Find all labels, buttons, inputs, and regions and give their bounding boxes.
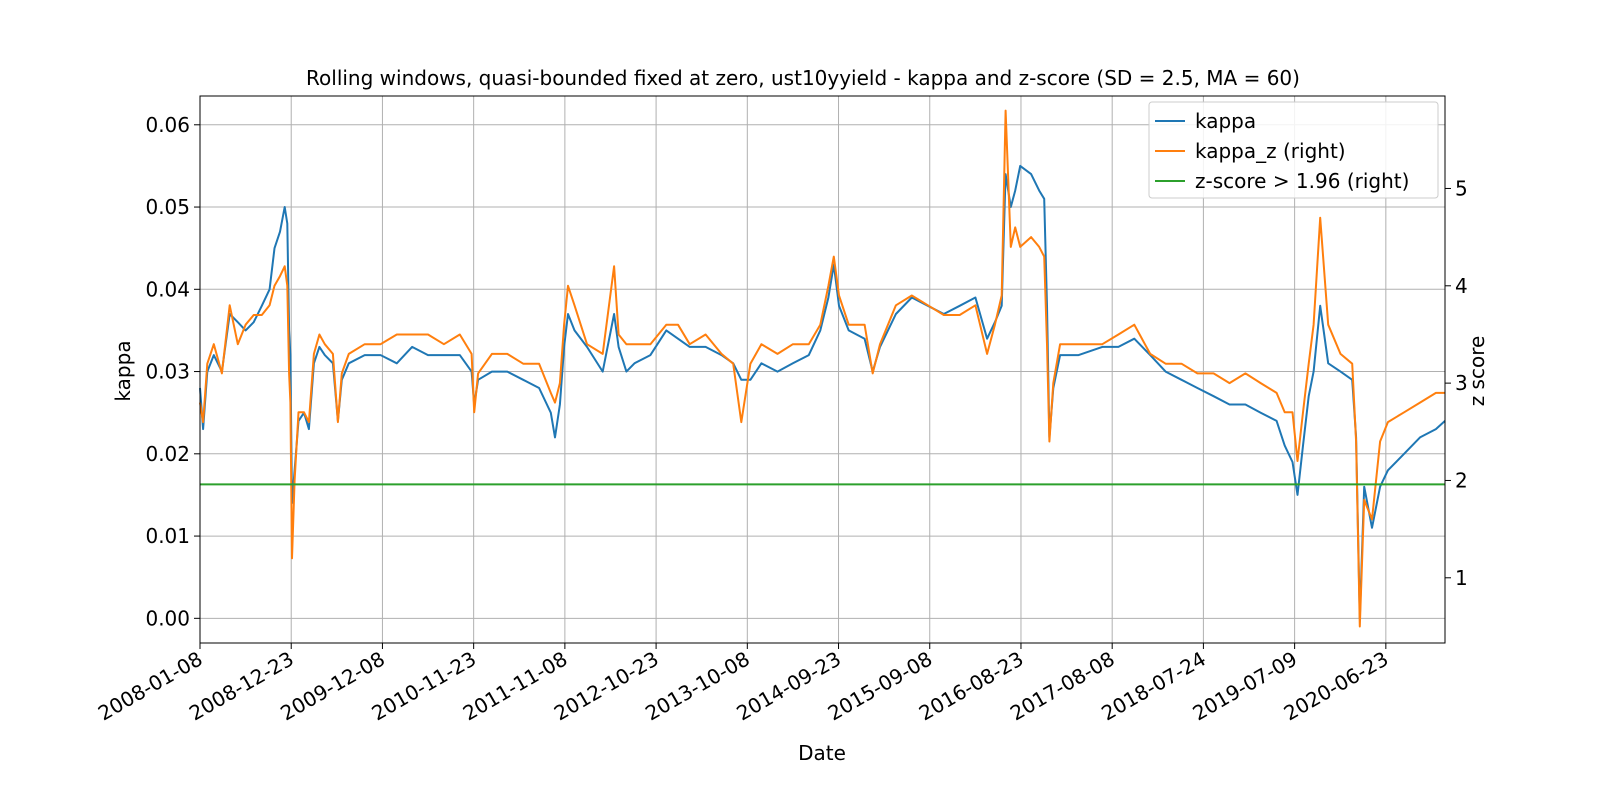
series-line-kappa (199, 164, 1446, 620)
y-tick-label-right: 5 (1455, 176, 1468, 200)
chart-title: Rolling windows, quasi-bounded fixed at … (306, 66, 1300, 90)
y-tick-label-right: 4 (1455, 274, 1468, 298)
y-axis-right: 1 2 3 4 5 (1445, 176, 1468, 590)
y-tick-label-left: 0.03 (145, 360, 190, 384)
legend-box (1148, 101, 1439, 199)
x-tick-label: 2020-06-23 (1280, 647, 1393, 726)
y-axis-label-right: z score (1465, 336, 1489, 407)
series-line-kappa-z-right (199, 109, 1445, 628)
y-tick-label-right: 3 (1455, 371, 1468, 395)
y-axis-label-left: kappa (111, 340, 135, 401)
y-tick-label-left: 0.01 (145, 524, 190, 548)
y-tick-label-left: 0.06 (145, 113, 190, 137)
y-tick-label-right: 2 (1455, 468, 1468, 492)
y-tick-label-left: 0.00 (145, 606, 190, 630)
x-axis: 2008-01-082008-12-232009-12-082010-11-23… (94, 643, 1393, 726)
plot-area (199, 109, 1446, 628)
legend-label-threshold: z-score > 1.96 (right) (1195, 169, 1409, 193)
y-tick-label-right: 1 (1455, 566, 1468, 590)
y-tick-label-left: 0.04 (145, 277, 190, 301)
y-axis-left: 0.00 0.01 0.02 0.03 0.04 0.05 0.06 (145, 113, 200, 630)
y-tick-label-left: 0.02 (145, 442, 190, 466)
legend-label-kappa-z: kappa_z (right) (1195, 139, 1346, 163)
legend-label-kappa: kappa (1195, 109, 1256, 133)
x-axis-label: Date (798, 741, 846, 765)
y-tick-label-left: 0.05 (145, 195, 190, 219)
plot-frame (199, 95, 1446, 644)
legend: kappa kappa_z (right) z-score > 1.96 (ri… (1148, 101, 1439, 199)
